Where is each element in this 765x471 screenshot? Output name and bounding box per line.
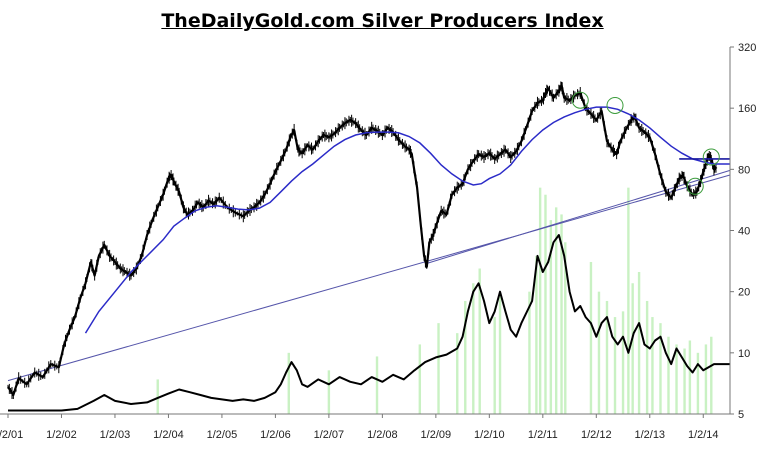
x-tick-label: 1/2/13 — [634, 429, 665, 441]
highlight-circle — [702, 148, 720, 166]
x-tick-label: 1/2/03 — [100, 429, 131, 441]
x-tick-label: 1/2/07 — [314, 429, 345, 441]
volume-bar — [528, 291, 531, 414]
y-tick-label: 40 — [738, 226, 750, 238]
volume-bar — [704, 344, 708, 414]
volume-bar — [621, 311, 625, 414]
volume-bar — [564, 242, 567, 414]
volume-bar — [554, 207, 558, 414]
volume-bar — [667, 336, 670, 414]
volume-bar — [631, 283, 634, 414]
volume-bar — [287, 352, 290, 414]
volume-bar — [418, 344, 422, 414]
x-tick-label: 1/2/02 — [46, 429, 77, 441]
volume-bar — [710, 336, 713, 414]
volume-bar — [549, 220, 553, 414]
volume-bar — [605, 300, 609, 414]
x-tick-label: 1/2/06 — [260, 429, 291, 441]
y-tick-label: 10 — [738, 348, 750, 360]
axes-layer: 5 10 20 40 80 160 320 1/2/01 1/2/02 1/2/03 1/2/04 1… — [0, 42, 756, 441]
y-tick-label: 160 — [738, 103, 756, 115]
volume-bar — [613, 317, 617, 414]
x-tick-label: 1/2/04 — [153, 429, 184, 441]
volume-bar — [651, 317, 654, 414]
volume-bar — [156, 379, 159, 414]
volume-bar — [472, 283, 475, 414]
y-tick-label: 5 — [738, 409, 744, 421]
volume-bar — [464, 300, 467, 414]
y-tick-label: 320 — [738, 42, 756, 54]
x-tick-label: 1/2/01 — [0, 429, 23, 441]
highlight-circle — [686, 177, 704, 195]
volume-bar — [478, 268, 481, 414]
volume-bar — [535, 255, 538, 414]
chart-title: TheDailyGold.com Silver Producers Index — [161, 10, 604, 32]
volume-bar — [493, 317, 496, 414]
highlight-circle — [571, 91, 589, 109]
x-tick-label: 1/2/08 — [367, 429, 398, 441]
series-lines-layer — [7, 81, 731, 412]
volume-bar — [589, 261, 593, 414]
volume-bar — [544, 194, 547, 414]
volume-bar — [327, 370, 331, 414]
volume-bar — [696, 352, 700, 414]
volume-bar — [560, 214, 563, 414]
volume-bar — [659, 323, 662, 414]
volume-bar — [675, 344, 678, 414]
x-tick-label: 1/2/12 — [581, 429, 612, 441]
volume-bar — [683, 348, 686, 414]
volume-bar — [375, 356, 379, 414]
volume-bar — [498, 296, 502, 414]
x-tick-label: 1/2/05 — [207, 429, 238, 441]
y-tick-label: 20 — [738, 287, 750, 299]
volume-bar — [688, 340, 692, 414]
volume-bars-layer — [156, 187, 713, 414]
x-tick-label: 1/2/10 — [474, 429, 505, 441]
annotation-marks-layer — [571, 91, 720, 195]
volume-bar — [538, 187, 542, 414]
highlight-circle — [606, 96, 624, 114]
y-tick-label: 80 — [738, 164, 750, 176]
trendline-line — [7, 174, 731, 382]
volume-bar — [597, 291, 601, 414]
volume-bar — [637, 271, 641, 414]
volume-bar — [456, 333, 459, 414]
x-tick-label: 1/2/14 — [688, 429, 719, 441]
x-tick-label: 1/2/09 — [421, 429, 452, 441]
trendline_2-line — [426, 169, 731, 265]
volume-bar — [645, 300, 649, 414]
volume-bar — [627, 187, 630, 414]
x-tick-label: 1/2/11 — [528, 429, 558, 441]
volume-bar — [437, 323, 440, 414]
volume-average-line — [8, 234, 730, 412]
